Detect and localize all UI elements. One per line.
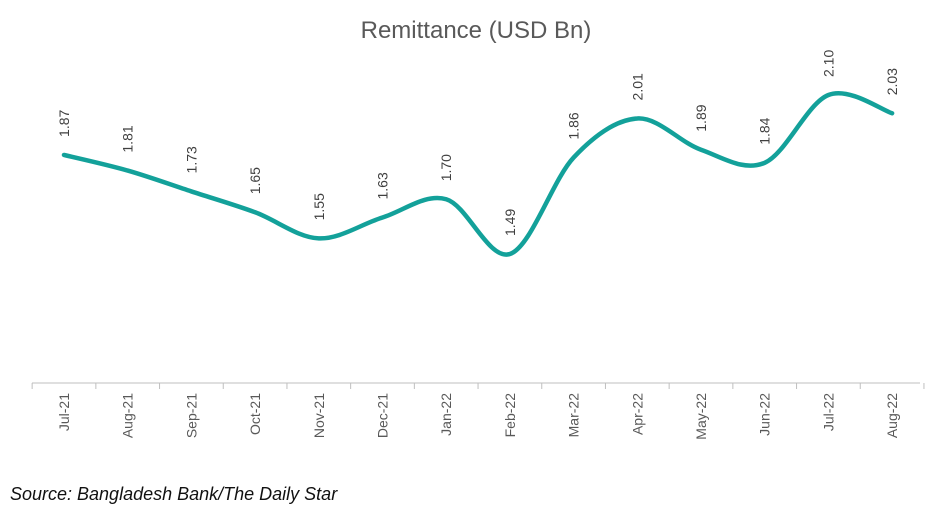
x-axis-ticks	[31, 383, 925, 389]
data-label: 1.89	[693, 104, 709, 131]
x-tick-label: Jan-22	[438, 393, 454, 436]
x-tick-label: Aug-21	[120, 393, 136, 438]
data-label: 2.01	[629, 73, 645, 100]
source-note: Source: Bangladesh Bank/The Daily Star	[10, 484, 338, 504]
x-tick-label: Jun-22	[757, 393, 773, 436]
data-label: 1.87	[56, 109, 72, 136]
data-label: 1.55	[311, 193, 327, 220]
x-tick-label: Oct-21	[247, 393, 263, 435]
x-tick-label: Apr-22	[629, 393, 645, 435]
data-label: 1.70	[438, 154, 454, 181]
data-label: 1.65	[247, 167, 263, 194]
remittance-series-line	[61, 91, 895, 257]
data-labels: 1.87 1.81 1.73 1.65 1.55 1.63 1.70 1.49 1.86 2.01…	[56, 50, 900, 236]
data-label: 2.03	[884, 68, 900, 95]
data-label: 1.86	[566, 112, 582, 139]
x-tick-label: May-22	[693, 393, 709, 440]
chart-title: Remittance (USD Bn)	[361, 17, 592, 44]
x-axis-tick-labels: Jul-21 Aug-21 Sep-21 Oct-21 Nov-21 Dec-21 Jan-…	[56, 393, 900, 440]
data-label: 1.49	[502, 209, 518, 236]
data-label: 1.81	[120, 125, 136, 152]
x-tick-label: Jul-22	[820, 393, 836, 431]
data-label: 1.73	[183, 146, 199, 173]
x-tick-label: Jul-21	[56, 393, 72, 431]
data-label: 1.63	[375, 172, 391, 199]
x-tick-label: Mar-22	[566, 393, 582, 438]
x-tick-label: Dec-21	[375, 393, 391, 438]
x-tick-label: Feb-22	[502, 393, 518, 438]
data-label: 2.10	[820, 50, 836, 77]
x-tick-label: Nov-21	[311, 393, 327, 438]
data-label: 1.84	[757, 117, 773, 144]
x-tick-label: Sep-21	[183, 393, 199, 438]
x-tick-label: Aug-22	[884, 393, 900, 438]
